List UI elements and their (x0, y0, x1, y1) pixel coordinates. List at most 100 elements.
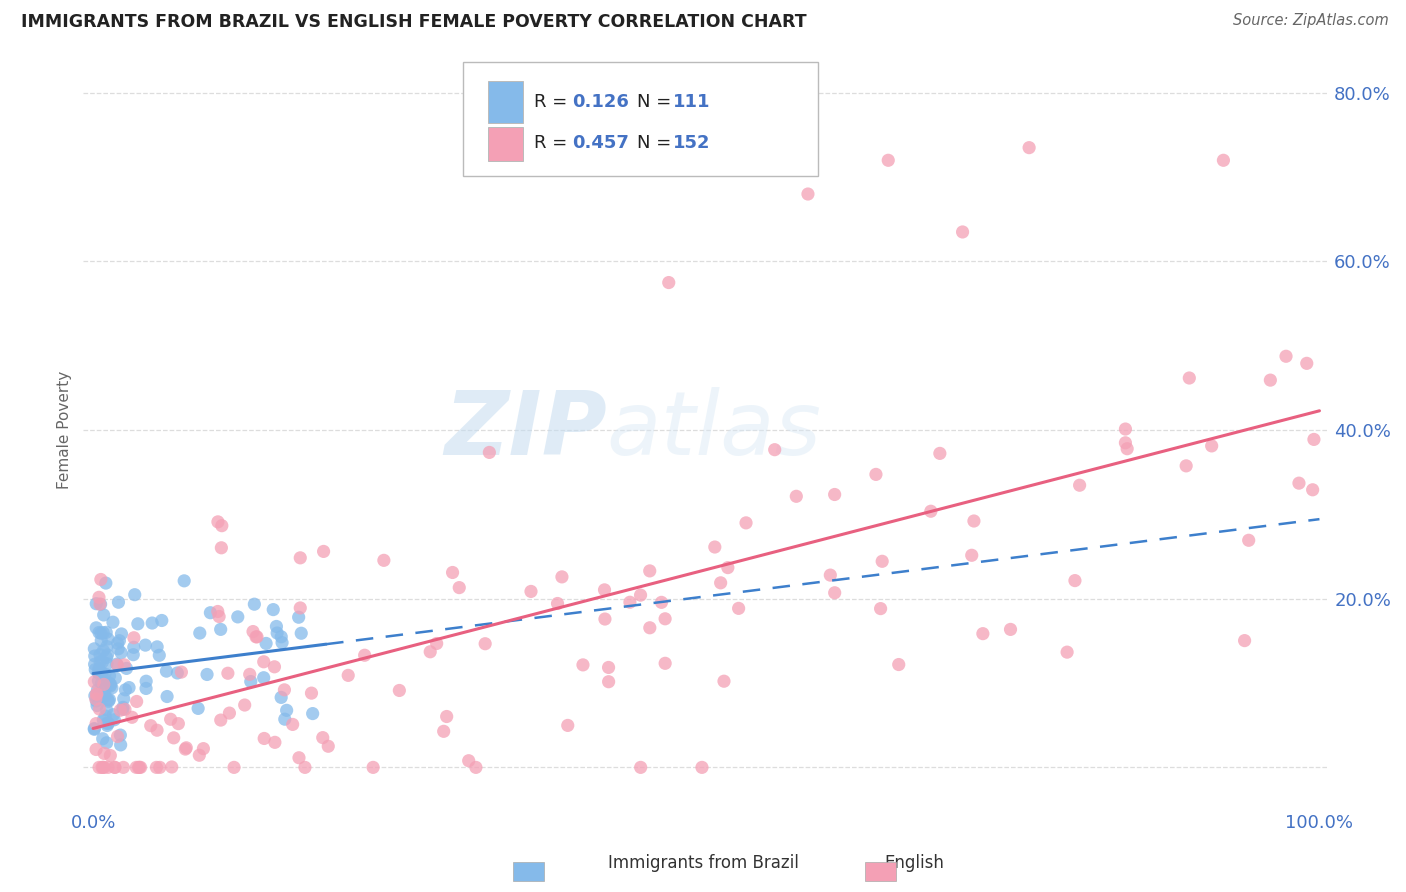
Point (426, 636, 449, 650)
Point (654, 612, 676, 626)
Point (163, 731, 186, 745)
Point (107, 730, 129, 744)
Text: R =: R = (534, 135, 574, 153)
Point (84, 716, 107, 731)
Point (1018, 141, 1040, 155)
Point (373, 553, 395, 567)
Point (128, 760, 150, 774)
Point (316, 739, 339, 754)
Point (271, 635, 294, 649)
Point (159, 712, 181, 726)
Point (1260, 373, 1282, 387)
Point (96, 650, 118, 665)
Point (253, 671, 276, 685)
Text: Immigrants from Brazil: Immigrants from Brazil (607, 855, 799, 872)
Point (658, 276, 681, 290)
Point (281, 717, 304, 731)
Point (167, 716, 190, 731)
Point (101, 681, 124, 695)
Point (598, 674, 620, 689)
Point (1178, 371, 1201, 385)
Point (83, 689, 105, 703)
Point (107, 641, 129, 656)
Point (107, 595, 129, 609)
Point (703, 540, 725, 554)
Point (226, 610, 249, 624)
Point (146, 640, 169, 654)
Point (91, 760, 114, 774)
Point (188, 748, 211, 763)
Point (97, 760, 120, 774)
Point (86, 687, 108, 701)
Point (104, 671, 127, 685)
Point (1116, 442, 1139, 456)
Point (274, 712, 297, 726)
Point (174, 742, 197, 756)
Point (94, 689, 117, 703)
Point (94, 576, 117, 591)
Point (361, 760, 384, 774)
Point (135, 674, 157, 689)
Point (93, 643, 115, 657)
Point (239, 667, 262, 681)
Point (960, 549, 983, 563)
Point (1175, 458, 1198, 473)
Point (124, 588, 146, 602)
Point (90, 626, 112, 640)
Point (110, 703, 132, 717)
Point (105, 657, 128, 672)
Point (90, 689, 112, 703)
Point (91, 760, 114, 774)
Point (824, 586, 846, 600)
Point (83, 641, 105, 656)
Point (94, 709, 117, 723)
Point (290, 626, 312, 640)
Point (547, 597, 569, 611)
Point (520, 584, 543, 599)
Point (1064, 574, 1087, 588)
Text: Source: ZipAtlas.com: Source: ZipAtlas.com (1233, 13, 1389, 29)
Point (156, 690, 179, 704)
Point (93, 760, 115, 774)
Point (83, 723, 105, 737)
Point (593, 582, 616, 597)
Point (630, 588, 652, 602)
Point (254, 636, 277, 650)
Point (155, 664, 177, 678)
Point (441, 566, 464, 580)
Point (920, 504, 942, 518)
Point (301, 686, 323, 700)
Point (110, 728, 132, 742)
Point (96, 640, 118, 654)
Point (963, 514, 986, 528)
Point (928, 446, 950, 460)
Point (1056, 645, 1078, 659)
Point (145, 760, 167, 774)
Point (187, 701, 209, 715)
Point (98, 692, 121, 706)
Point (877, 153, 900, 168)
Point (110, 627, 132, 641)
Point (103, 713, 125, 727)
Point (287, 610, 309, 624)
Point (84, 621, 107, 635)
Text: English: English (884, 855, 943, 872)
Text: atlas: atlas (606, 387, 821, 473)
Point (1303, 433, 1326, 447)
Point (89, 702, 111, 716)
Point (96, 736, 118, 750)
Text: ZIP: ZIP (444, 386, 606, 474)
Point (869, 601, 891, 615)
Point (122, 631, 145, 645)
Point (96, 625, 118, 640)
Text: 0.126: 0.126 (572, 93, 628, 111)
Point (865, 467, 887, 482)
Point (149, 760, 172, 774)
Point (207, 515, 229, 529)
Point (1288, 476, 1310, 491)
Point (952, 225, 974, 239)
Point (209, 623, 232, 637)
Point (288, 751, 311, 765)
Point (93, 607, 115, 622)
Point (84, 597, 107, 611)
